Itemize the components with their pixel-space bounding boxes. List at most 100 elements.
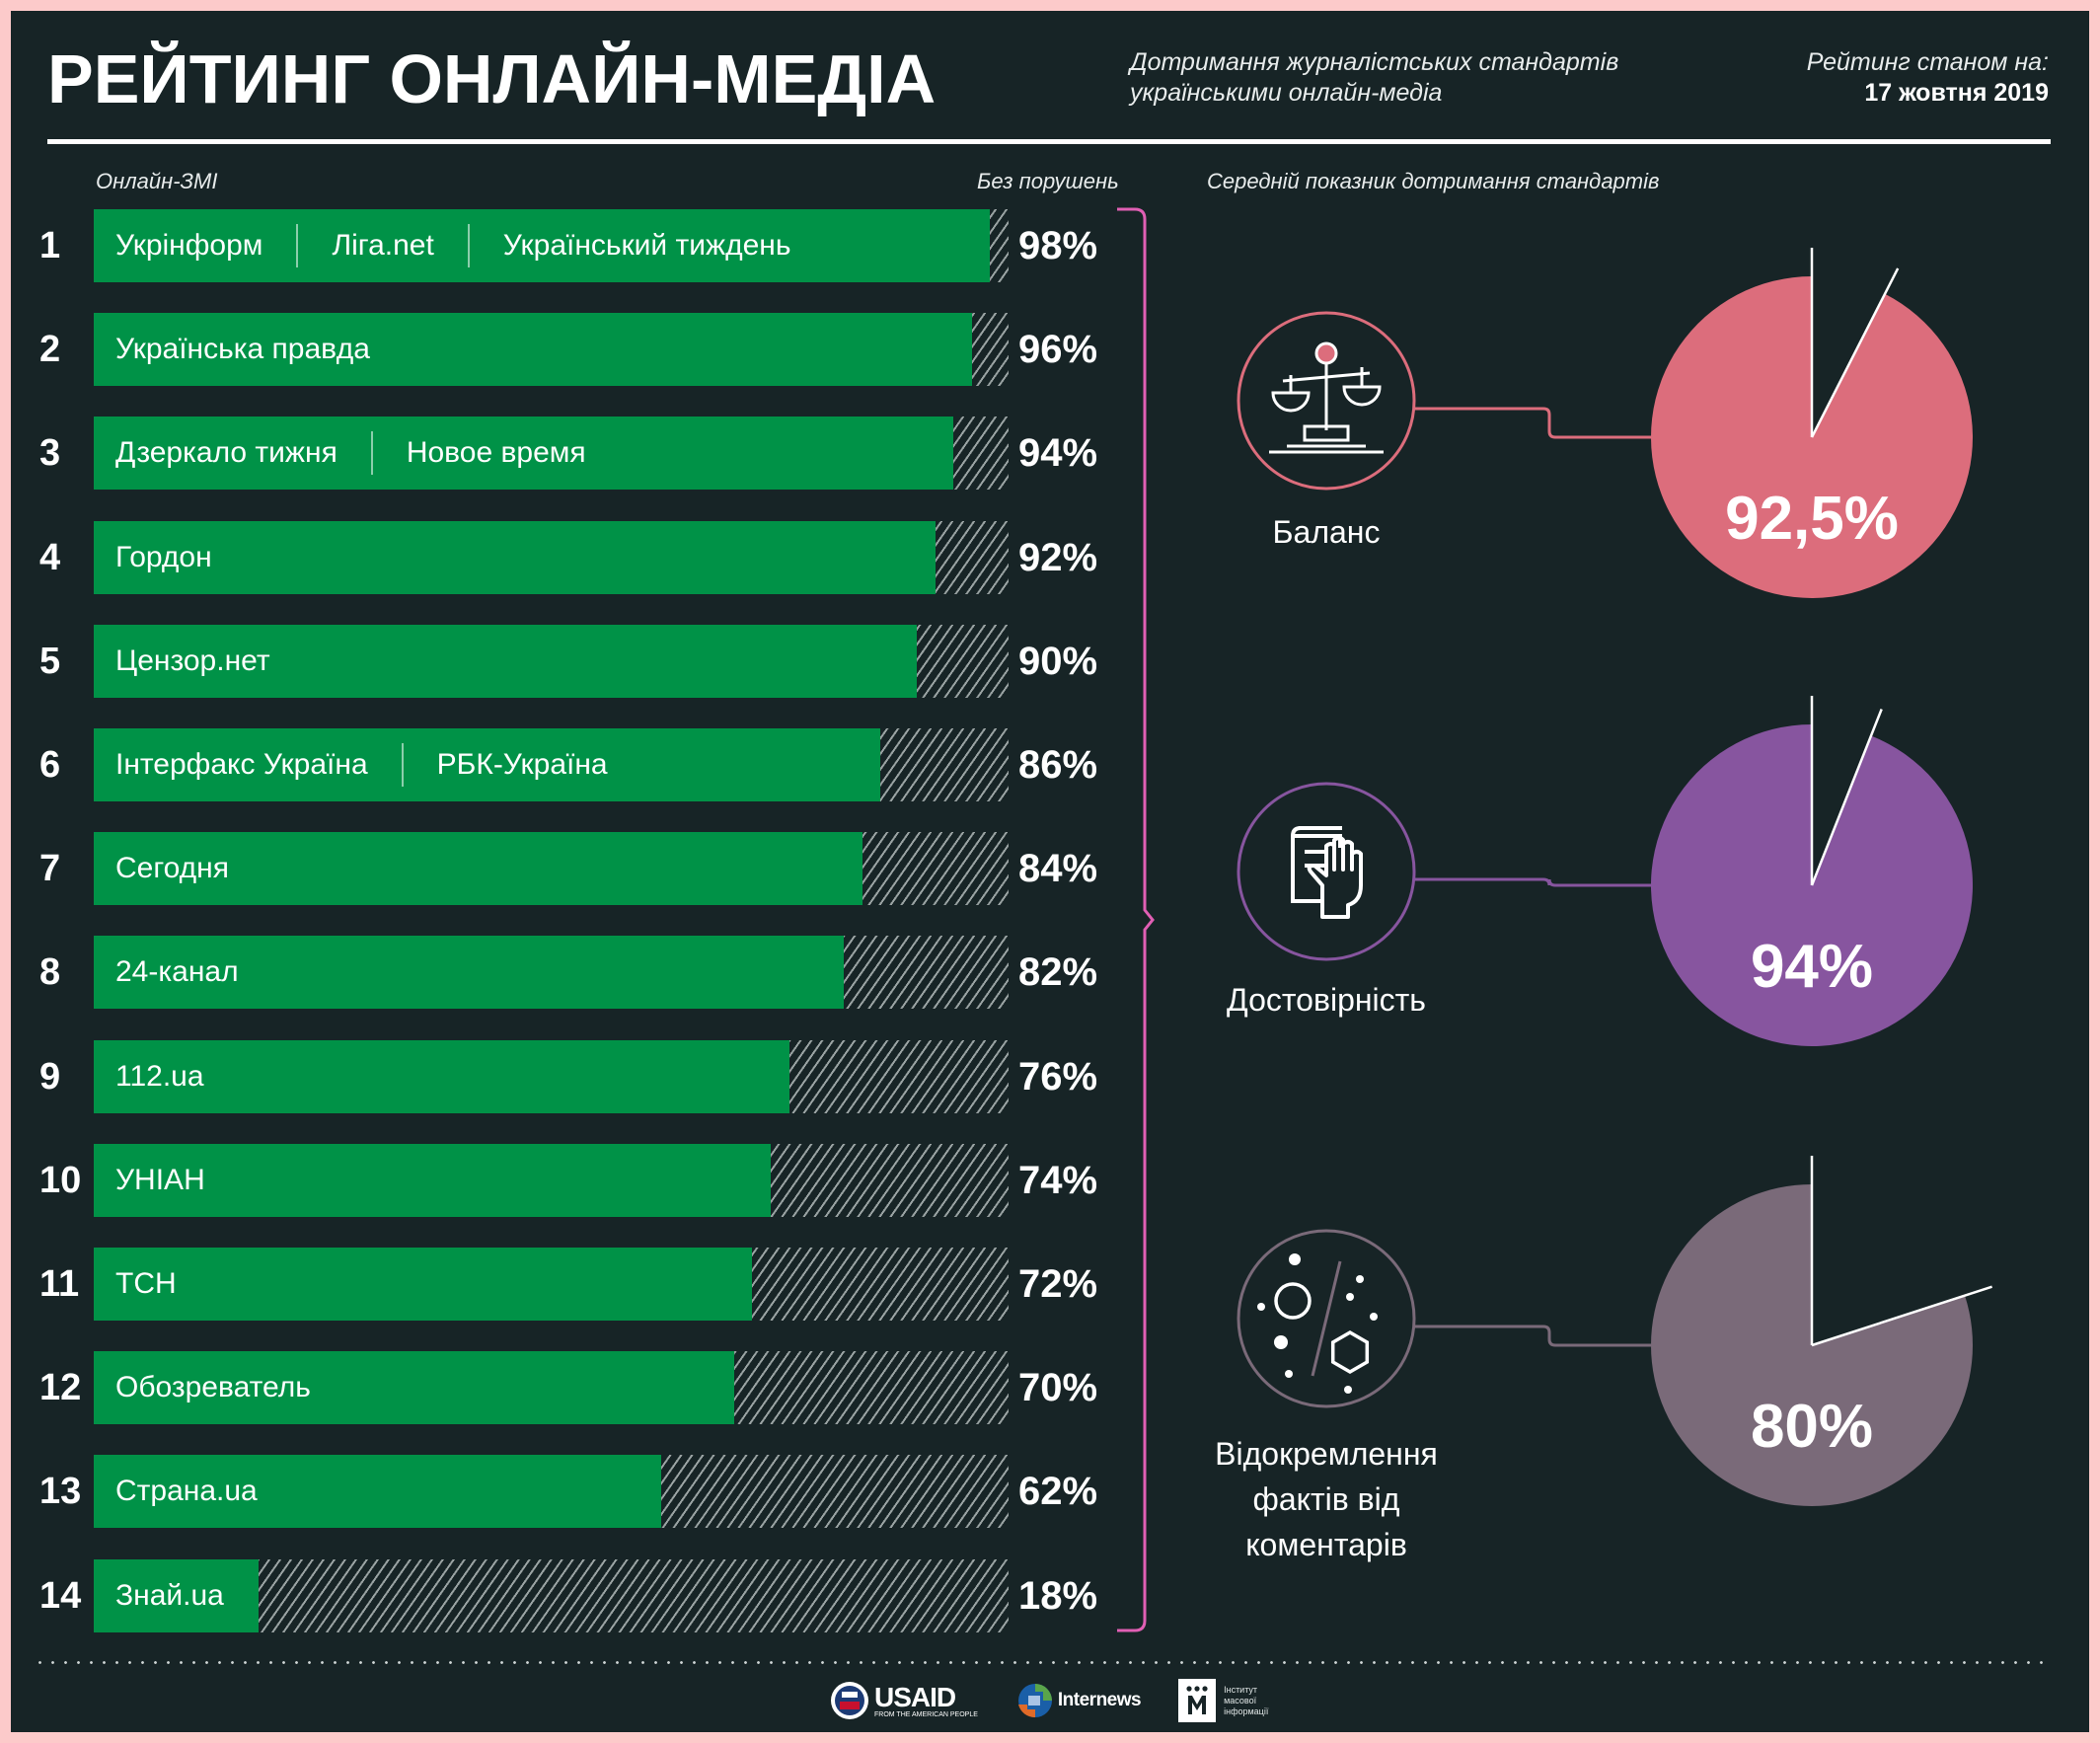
value-label: 74% (1018, 1158, 1098, 1202)
usaid-seal-icon (831, 1682, 868, 1719)
value-label: 62% (1018, 1470, 1098, 1514)
bar-track-violations (94, 209, 1009, 282)
media-name: Знай.ua (115, 1578, 224, 1612)
bar-track-violations (94, 1143, 1009, 1217)
media-name: Обозреватель (115, 1371, 311, 1404)
ranking-row: 10 УНІАН 74% (0, 1143, 1105, 1217)
connector-line (1414, 877, 1651, 887)
scale-pan (1271, 391, 1311, 413)
media-name: Новое время (406, 436, 586, 470)
header-divider (47, 139, 2051, 144)
metric-label-line: Баланс (1272, 514, 1381, 550)
ranking-row: 8 24-канал 82% (0, 936, 1105, 1010)
ranking-row: 5 Цензор.нет 90% (0, 624, 1105, 698)
scales-icon (1269, 341, 1384, 454)
bar-fill (94, 1039, 789, 1113)
bar-fill (94, 1455, 661, 1529)
rating-date: Рейтинг станом на: 17 жовтня 2019 (1807, 47, 2049, 109)
media-names: УНІАН (94, 1144, 205, 1217)
usaid-wordmark: USAID (874, 1681, 956, 1712)
media-names: Сегодня (94, 832, 229, 905)
media-names: Цензор.нет (94, 625, 270, 698)
name-separator (401, 743, 404, 787)
media-name: Страна.ua (115, 1475, 258, 1508)
partner-logos: USAID FROM THE AMERICAN PEOPLE Internews… (829, 1676, 1268, 1725)
bar-track-violations (94, 313, 1009, 387)
ranking-row: 11 ТСН 72% (0, 1248, 1105, 1321)
media-name: Інтерфакс Україна (115, 748, 368, 781)
value-label: 76% (1018, 1054, 1098, 1099)
metric-label: Достовірність (1168, 977, 1484, 1023)
rank-number: 6 (39, 744, 61, 786)
rank-number: 14 (39, 1574, 82, 1617)
media-name: Ліга.net (332, 229, 434, 262)
name-separator (370, 431, 373, 476)
ranking-row: 9 112.ua 76% (0, 1039, 1105, 1113)
bar-fill (94, 1351, 734, 1425)
pie-guide-line (1810, 267, 1900, 438)
icon-circle (1237, 782, 1416, 961)
value-label: 84% (1018, 847, 1098, 891)
scale-knob (1314, 341, 1338, 365)
rank-number: 2 (39, 329, 61, 371)
pie-value-label: 94% (1751, 933, 1873, 1001)
bar-fill (94, 1143, 771, 1217)
bar-track-violations (94, 1455, 1009, 1529)
value-label: 70% (1018, 1366, 1098, 1410)
rank-number: 1 (39, 225, 61, 266)
value-label: 90% (1018, 639, 1098, 683)
value-label: 72% (1018, 1262, 1098, 1306)
imi-line-3: інформації (1224, 1705, 1269, 1716)
book-cover (1291, 826, 1342, 848)
scale-pan (1342, 385, 1382, 407)
metric-label-line: Відокремлення (1215, 1436, 1438, 1472)
internews-wordmark: Internews (1057, 1690, 1142, 1710)
ranking-row: 7 Сегодня 84% (0, 832, 1105, 906)
scale-beam (1282, 371, 1371, 383)
usaid-tagline: FROM THE AMERICAN PEOPLE (874, 1710, 978, 1718)
ranking-row: 2 Українська правда 96% (0, 313, 1105, 387)
ranking-bracket (1117, 207, 1155, 1632)
value-label: 98% (1018, 224, 1098, 267)
name-separator (467, 224, 470, 267)
rank-number: 5 (39, 640, 61, 682)
bar-track-violations (94, 1558, 1009, 1632)
metric-label-line: Достовірність (1227, 982, 1426, 1018)
book-outline (1291, 826, 1342, 903)
column-header-media: Онлайн-ЗМІ (96, 169, 218, 193)
media-names: 24-канал (94, 936, 239, 1009)
rank-number: 4 (39, 536, 61, 578)
media-names: ТСН (94, 1248, 177, 1321)
bar-fill (94, 313, 972, 387)
value-label: 92% (1018, 535, 1098, 579)
media-names: Дзеркало тижня Новое время (94, 417, 586, 490)
bar-fill (94, 936, 845, 1010)
bar-fill (94, 624, 918, 698)
bar-track-violations (94, 417, 1009, 491)
connector-line (1414, 1325, 1651, 1347)
media-name: Дзеркало тижня (115, 436, 338, 470)
rating-date-value: 17 жовтня 2019 (1864, 79, 2049, 107)
media-name: УНІАН (115, 1163, 205, 1196)
ranking-row: 1 Укрінформ Ліга.net Український тиждень 98% (0, 209, 1105, 282)
subtitle-line-2: українськими онлайн-медіа (1130, 79, 1443, 107)
bar-fill (94, 1248, 753, 1321)
rank-number: 3 (39, 432, 61, 475)
bar-track-violations (94, 728, 1009, 801)
facts-comments-icon (1257, 1253, 1378, 1394)
bar-fill (94, 1558, 259, 1632)
media-names: Знай.ua (94, 1559, 224, 1632)
name-separator (296, 224, 299, 267)
media-names: Гордон (94, 521, 212, 594)
hand-on-book-icon (1291, 826, 1363, 919)
metric-label: Відокремлення фактів від коментарів (1168, 1431, 1484, 1567)
column-header-average: Середній показник дотримання стандартів (1207, 169, 1660, 193)
rating-date-label: Рейтинг станом на: (1806, 48, 2049, 76)
bar-track-violations (94, 520, 1009, 594)
media-name: ТСН (115, 1267, 177, 1300)
imi-line-2: масової (1224, 1695, 1257, 1705)
bar-track-violations (94, 936, 1009, 1010)
value-label: 94% (1018, 431, 1098, 476)
media-name: Цензор.нет (115, 644, 270, 677)
dot (1289, 1253, 1301, 1265)
